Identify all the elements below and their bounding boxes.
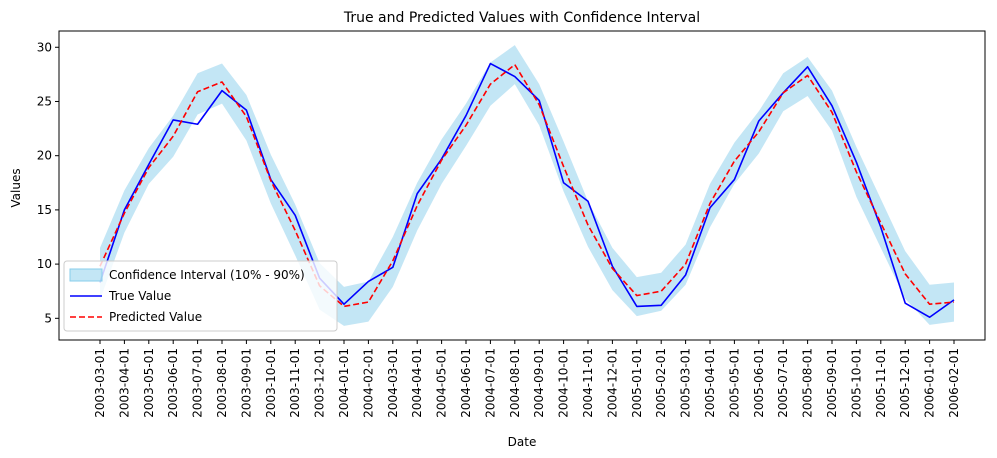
x-tick-label: 2005-10-01 [849,348,863,418]
legend-confidence-patch [69,268,103,282]
x-tick-label: 2005-03-01 [679,348,693,418]
x-tick-label: 2005-09-01 [825,348,839,418]
x-tick-label: 2003-07-01 [191,348,205,418]
x-tick-label: 2005-06-01 [752,348,766,418]
x-tick-label: 2005-02-01 [654,348,668,418]
legend: Confidence Interval (10% - 90%) True Valu… [63,260,338,332]
x-tick-label: 2004-12-01 [605,348,619,418]
y-tick-label: 20 [37,149,52,163]
chart-title: True and Predicted Values with Confidenc… [343,10,700,26]
x-tick-label: 2006-02-01 [947,348,961,418]
x-axis-label: Date [508,435,537,449]
x-tick-label: 2003-06-01 [166,348,180,418]
confidence-band [100,45,954,326]
x-tick-label: 2003-04-01 [117,348,131,418]
y-axis-label: Values [9,168,23,207]
true-value-line [99,62,955,319]
x-tick-label: 2005-01-01 [630,348,644,418]
y-tick-label: 10 [37,257,52,271]
x-tick-label: 2005-08-01 [801,348,815,418]
x-tick-label: 2004-07-01 [483,348,497,418]
y-tick-label: 25 [37,94,52,108]
x-tick-label: 2003-03-01 [93,348,107,418]
legend-box [63,260,338,332]
x-tick-label: 2003-05-01 [142,348,156,418]
x-tick-label: 2003-11-01 [288,348,302,418]
x-tick-label: 2005-07-01 [776,348,790,418]
plot-area [99,45,955,326]
plot-frame [58,30,986,341]
x-tick-label: 2004-04-01 [410,348,424,418]
x-tick-label: 2004-11-01 [581,348,595,418]
x-tick-label: 2004-01-01 [337,348,351,418]
x-tick-label: 2004-06-01 [459,348,473,418]
legend-confidence-label: Confidence Interval (10% - 90%) [109,268,305,282]
x-tick-label: 2004-08-01 [508,348,522,418]
y-tick-label: 30 [37,40,52,54]
x-tick-label: 2003-08-01 [215,348,229,418]
x-tick-label: 2005-04-01 [703,348,717,418]
x-tick-label: 2005-05-01 [727,348,741,418]
y-tick-label: 15 [37,203,52,217]
x-tick-label: 2004-05-01 [435,348,449,418]
x-tick-label: 2003-12-01 [313,348,327,418]
x-tick-label: 2003-10-01 [264,348,278,418]
x-tick-label: 2006-01-01 [923,348,937,418]
legend-predicted-value-label: Predicted Value [109,310,202,324]
y-tick-label: 5 [44,311,52,325]
x-tick-label: 2004-10-01 [557,348,571,418]
predicted-value-line [99,63,955,308]
x-tick-label: 2003-09-01 [239,348,253,418]
x-tick-label: 2004-02-01 [361,348,375,418]
x-tick-label: 2005-11-01 [874,348,888,418]
x-tick-label: 2004-09-01 [532,348,546,418]
x-tick-label: 2004-03-01 [386,348,400,418]
legend-true-value-label: True Value [108,289,171,303]
axes: 5 10 15 20 25 30 2003-03-01 2003-04-01 2003-05-0… [37,30,986,418]
x-tick-label: 2005-12-01 [898,348,912,418]
